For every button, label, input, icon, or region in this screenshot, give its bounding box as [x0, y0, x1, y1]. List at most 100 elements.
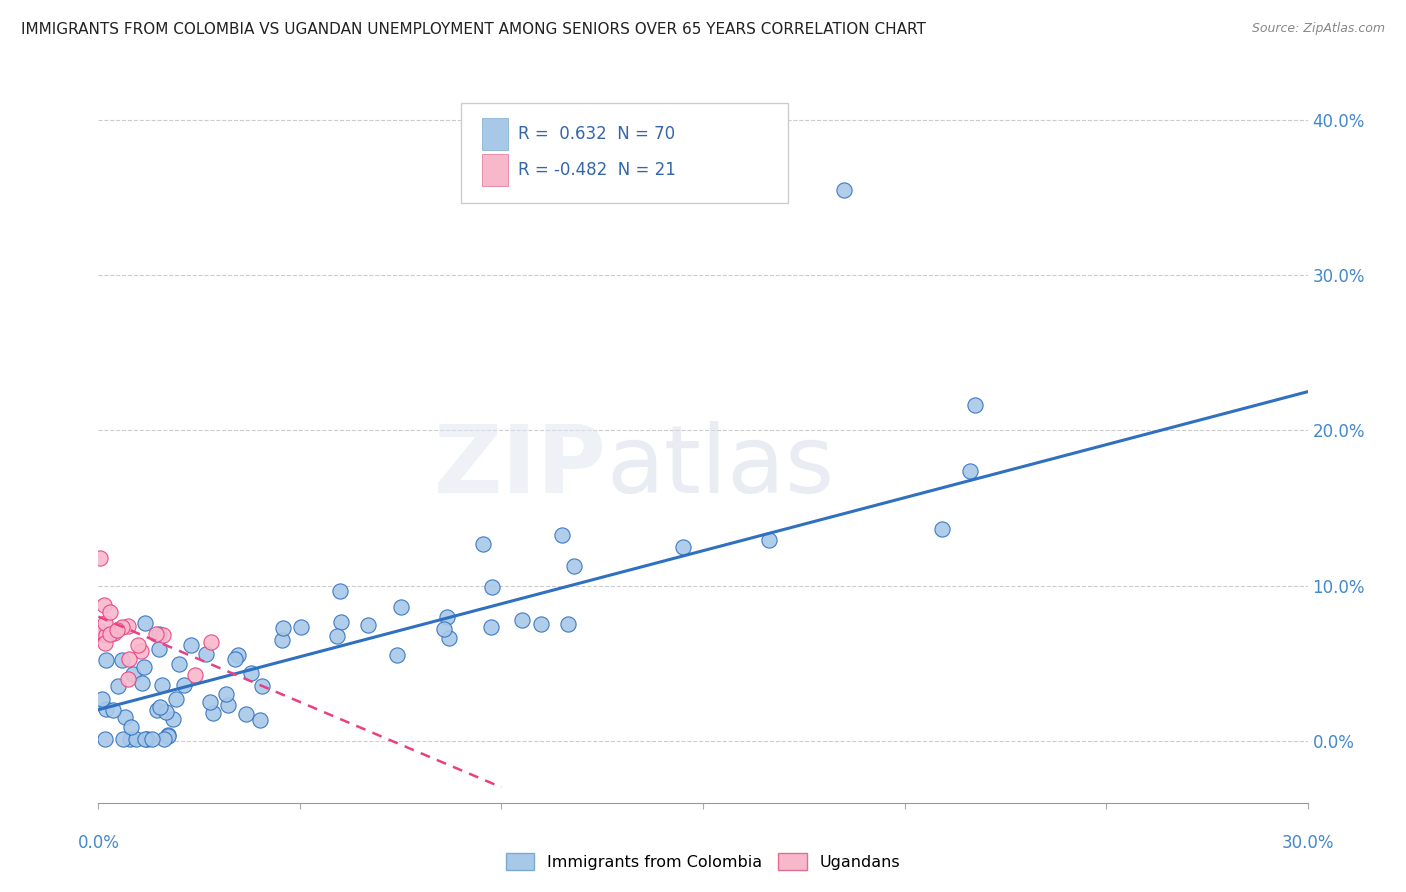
- Point: [180, 638, 202, 652]
- Point: [329, 583, 352, 598]
- Point: [118, 652, 141, 666]
- Point: [167, 657, 190, 672]
- Point: [111, 620, 134, 634]
- Point: [117, 672, 139, 686]
- Point: [195, 648, 218, 662]
- Point: [162, 712, 184, 726]
- Point: [93, 598, 115, 612]
- Point: [145, 627, 167, 641]
- Point: [101, 704, 124, 718]
- Point: [758, 533, 780, 548]
- Point: [145, 703, 167, 717]
- Point: [96, 653, 118, 667]
- Point: [129, 644, 152, 658]
- Text: R =  0.632  N = 70: R = 0.632 N = 70: [517, 125, 675, 143]
- Point: [385, 648, 408, 662]
- Point: [93, 626, 115, 640]
- Point: [94, 616, 117, 631]
- Point: [127, 639, 149, 653]
- Point: [931, 522, 953, 536]
- Point: [530, 616, 553, 631]
- Point: [672, 541, 695, 555]
- Point: [148, 642, 170, 657]
- Point: [135, 732, 157, 747]
- Text: Source: ZipAtlas.com: Source: ZipAtlas.com: [1251, 22, 1385, 36]
- Point: [134, 615, 156, 630]
- Point: [89, 624, 111, 639]
- FancyBboxPatch shape: [461, 103, 787, 203]
- FancyBboxPatch shape: [482, 153, 509, 186]
- Point: [157, 728, 180, 742]
- Point: [235, 706, 257, 721]
- Point: [150, 678, 173, 692]
- Point: [157, 729, 180, 743]
- Text: 0.0%: 0.0%: [77, 834, 120, 852]
- Point: [110, 653, 132, 667]
- Point: [134, 660, 156, 674]
- Point: [125, 732, 148, 747]
- Point: [198, 695, 221, 709]
- Text: atlas: atlas: [606, 421, 835, 514]
- Point: [239, 666, 262, 681]
- Point: [201, 706, 224, 720]
- Point: [965, 398, 987, 412]
- Point: [215, 687, 238, 701]
- Point: [436, 609, 458, 624]
- Point: [551, 528, 574, 542]
- Point: [271, 621, 294, 635]
- Point: [512, 613, 534, 627]
- Point: [252, 680, 274, 694]
- Point: [217, 698, 239, 713]
- Point: [326, 629, 349, 643]
- Point: [959, 464, 981, 478]
- Text: ZIP: ZIP: [433, 421, 606, 514]
- Point: [121, 667, 143, 681]
- Point: [155, 705, 177, 719]
- Point: [117, 619, 139, 633]
- Point: [329, 615, 352, 629]
- Point: [224, 652, 246, 666]
- Point: [94, 732, 117, 747]
- Point: [91, 691, 114, 706]
- Point: [103, 626, 125, 640]
- Point: [432, 622, 454, 636]
- Point: [134, 732, 156, 747]
- Point: [471, 537, 494, 551]
- Point: [165, 692, 187, 706]
- Point: [226, 648, 249, 663]
- Point: [357, 618, 380, 632]
- Point: [481, 580, 503, 594]
- Point: [105, 623, 128, 637]
- Point: [270, 632, 292, 647]
- Point: [111, 732, 134, 747]
- Point: [173, 678, 195, 692]
- Point: [120, 720, 142, 734]
- Point: [200, 635, 222, 649]
- Point: [141, 732, 163, 747]
- Point: [148, 627, 170, 641]
- Point: [94, 702, 117, 716]
- Point: [94, 628, 117, 642]
- Point: [152, 628, 174, 642]
- Point: [557, 617, 579, 632]
- Point: [153, 732, 176, 747]
- Text: R = -0.482  N = 21: R = -0.482 N = 21: [517, 161, 676, 178]
- Point: [481, 620, 503, 634]
- Point: [249, 713, 271, 727]
- Point: [114, 710, 136, 724]
- Point: [149, 700, 172, 714]
- Point: [94, 636, 117, 650]
- Point: [562, 558, 585, 573]
- Legend: Immigrants from Colombia, Ugandans: Immigrants from Colombia, Ugandans: [499, 847, 907, 877]
- Point: [389, 599, 412, 614]
- Point: [118, 732, 141, 747]
- Point: [89, 550, 111, 565]
- Point: [184, 668, 207, 682]
- Point: [131, 676, 153, 690]
- Point: [290, 620, 312, 634]
- Text: 30.0%: 30.0%: [1281, 834, 1334, 852]
- Text: IMMIGRANTS FROM COLOMBIA VS UGANDAN UNEMPLOYMENT AMONG SENIORS OVER 65 YEARS COR: IMMIGRANTS FROM COLOMBIA VS UGANDAN UNEM…: [21, 22, 927, 37]
- Point: [98, 627, 121, 641]
- Point: [437, 631, 460, 645]
- FancyBboxPatch shape: [482, 118, 509, 150]
